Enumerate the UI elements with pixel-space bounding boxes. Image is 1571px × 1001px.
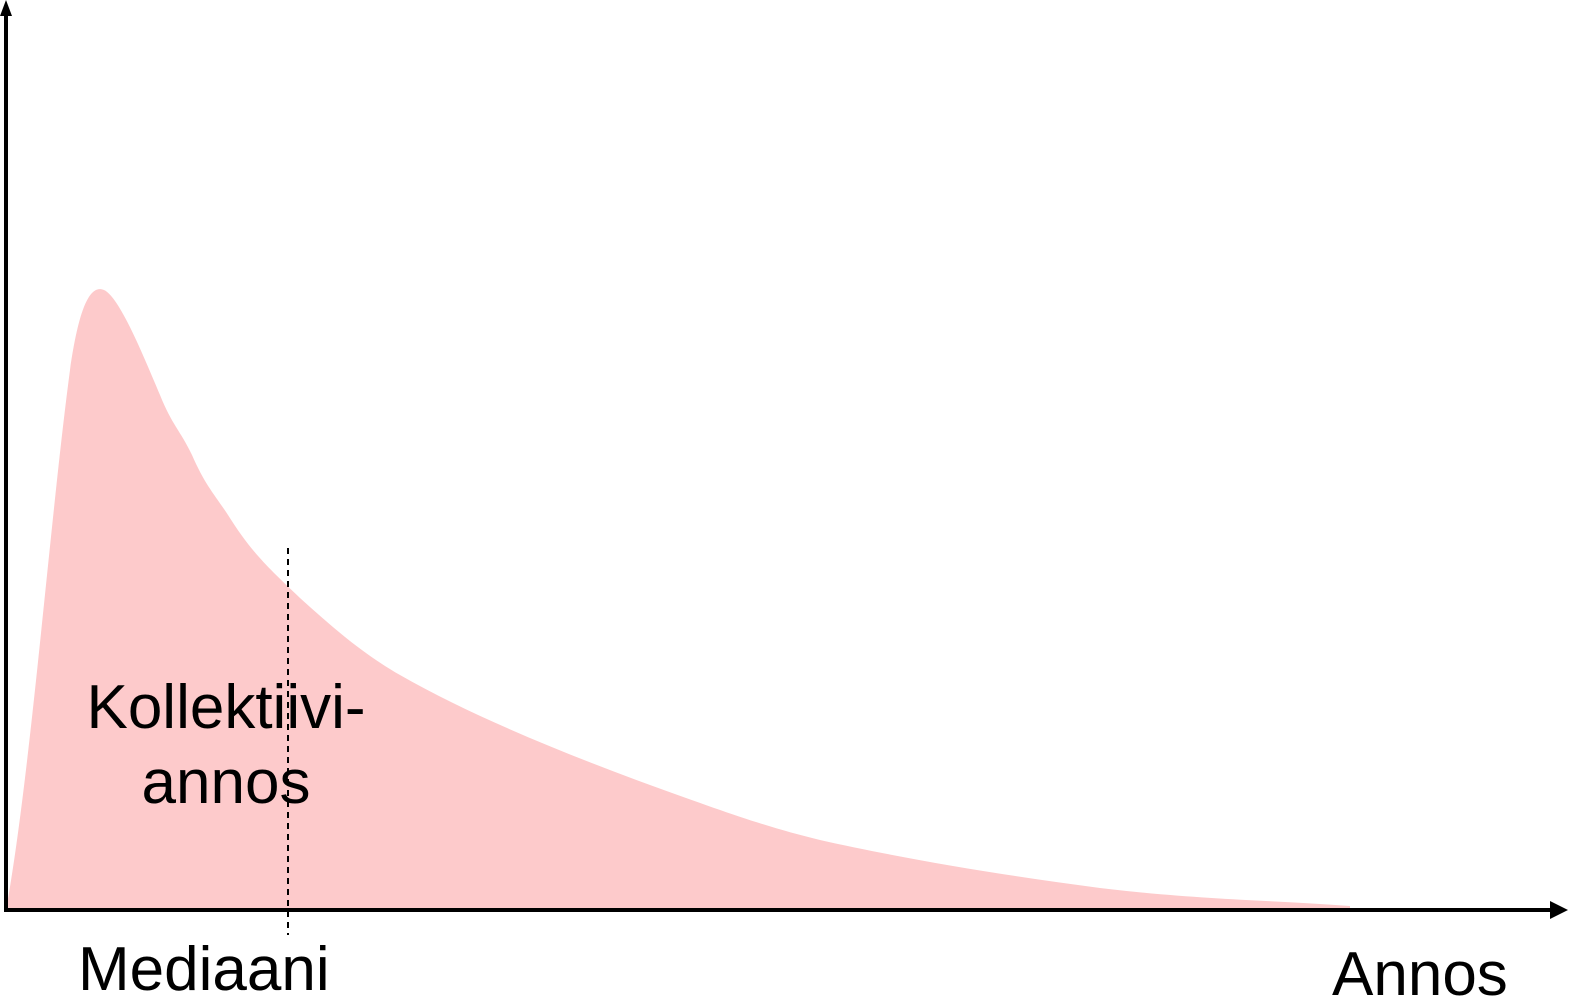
area-label-line2: annos — [142, 748, 311, 817]
x-axis-label: Annos — [1332, 940, 1508, 1001]
median-label: Mediaani — [78, 935, 330, 1001]
area-label-line1: Kollektiivi- — [86, 673, 365, 742]
y-axis-arrowhead — [0, 0, 12, 16]
collective-dose-area — [6, 289, 1350, 911]
x-axis-arrowhead — [1550, 901, 1568, 919]
